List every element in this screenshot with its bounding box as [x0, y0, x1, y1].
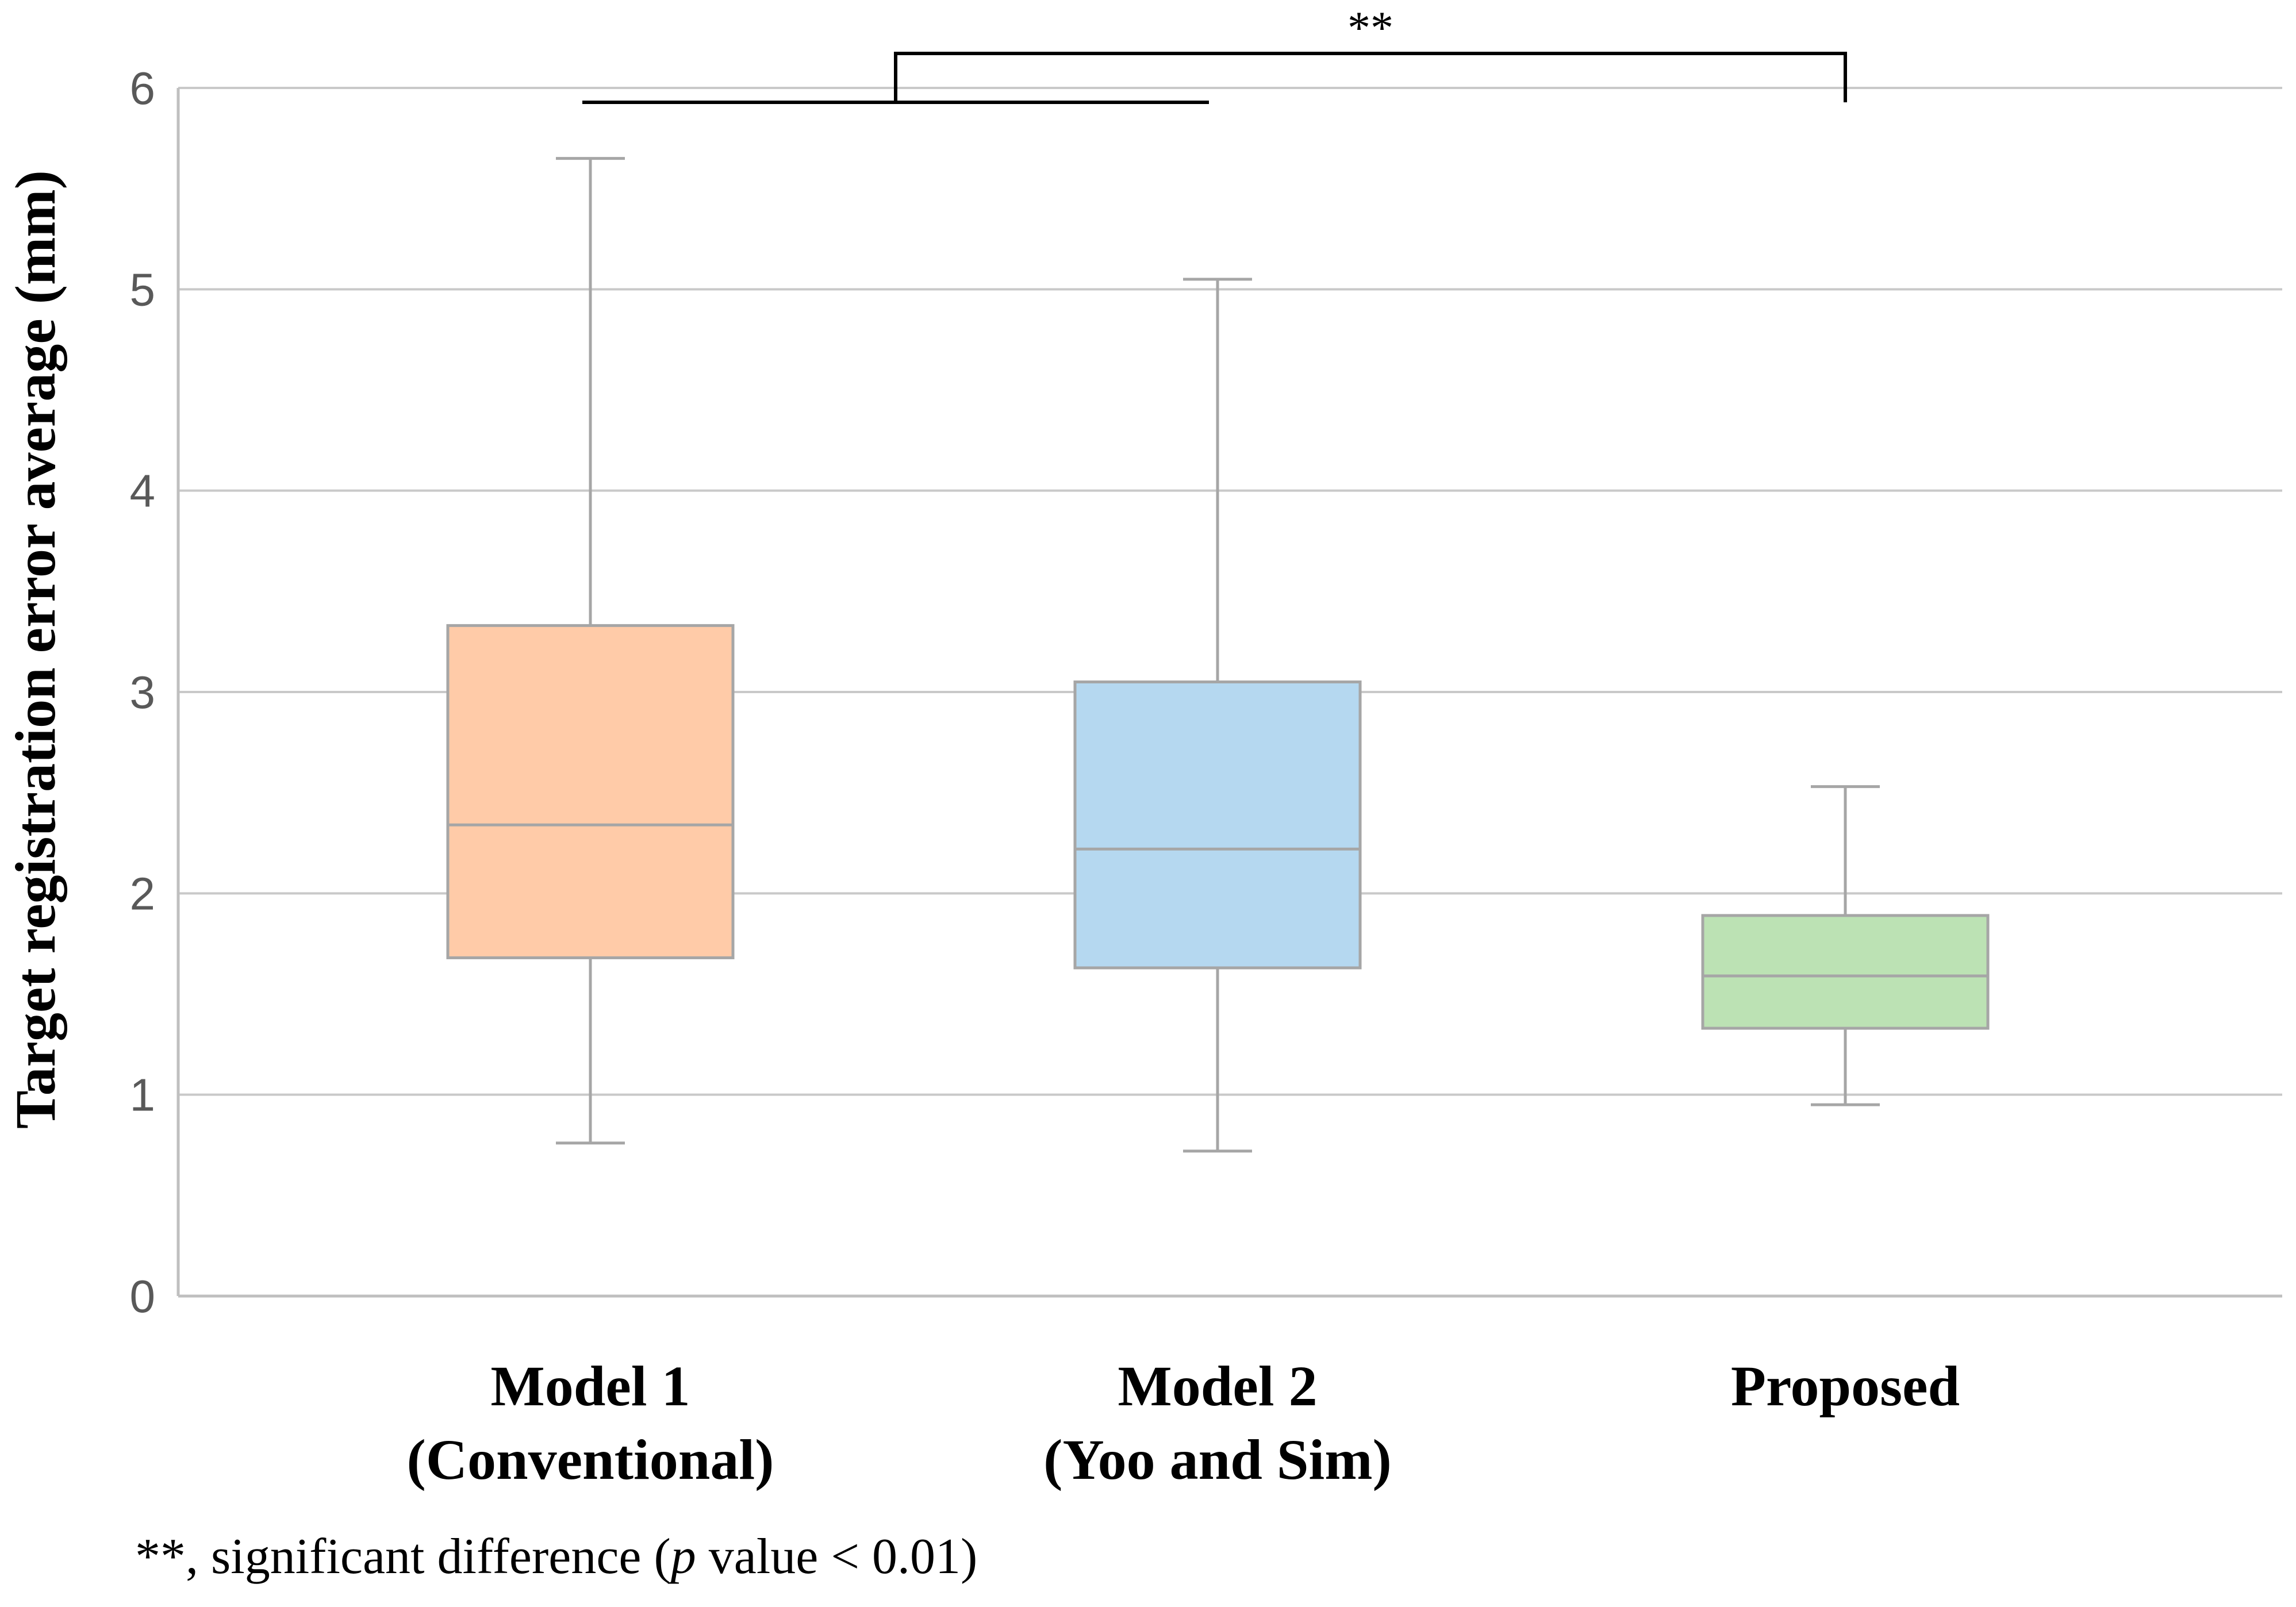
y-tick-label: 0 [130, 1271, 156, 1322]
box-1 [446, 157, 735, 1145]
category-label: Model 1 [490, 1354, 690, 1418]
iqr-box [1701, 914, 1990, 1030]
significance-stars: ** [1347, 3, 1393, 53]
category-label: Model 2 [1118, 1354, 1317, 1418]
footnote: **, significant difference (p value < 0.… [135, 1532, 977, 1582]
y-tick-label: 6 [130, 63, 156, 114]
axes [176, 88, 2282, 1298]
y-tick-label: 2 [130, 868, 156, 919]
footnote-p-italic: p [670, 1529, 696, 1585]
significance-bracket [894, 52, 1847, 102]
box-2 [1073, 278, 1362, 1153]
iqr-box [446, 624, 735, 959]
category-label: Proposed [1731, 1354, 1960, 1418]
category-label: (Conventional) [407, 1428, 774, 1491]
category-labels: Model 1 (Conventional) Model 2 (Yoo and Sim… [407, 1354, 1960, 1491]
footnote-suffix: value < 0.01) [696, 1529, 978, 1585]
y-tick-label: 1 [130, 1070, 156, 1121]
y-axis-label: Target registration error average (mm) [3, 170, 67, 1129]
significance-annotation: ** [582, 3, 1847, 104]
footnote-prefix: **, significant difference ( [135, 1529, 671, 1585]
y-tick-label: 5 [130, 264, 156, 315]
iqr-box [1073, 680, 1362, 970]
y-tick-label: 4 [130, 466, 156, 517]
y-tick-labels: 0 1 2 3 4 5 6 [130, 63, 156, 1322]
y-tick-label: 3 [130, 667, 156, 718]
category-label: (Yoo and Sim) [1043, 1428, 1392, 1491]
box-series [446, 157, 1990, 1153]
box-3 [1701, 785, 1990, 1106]
